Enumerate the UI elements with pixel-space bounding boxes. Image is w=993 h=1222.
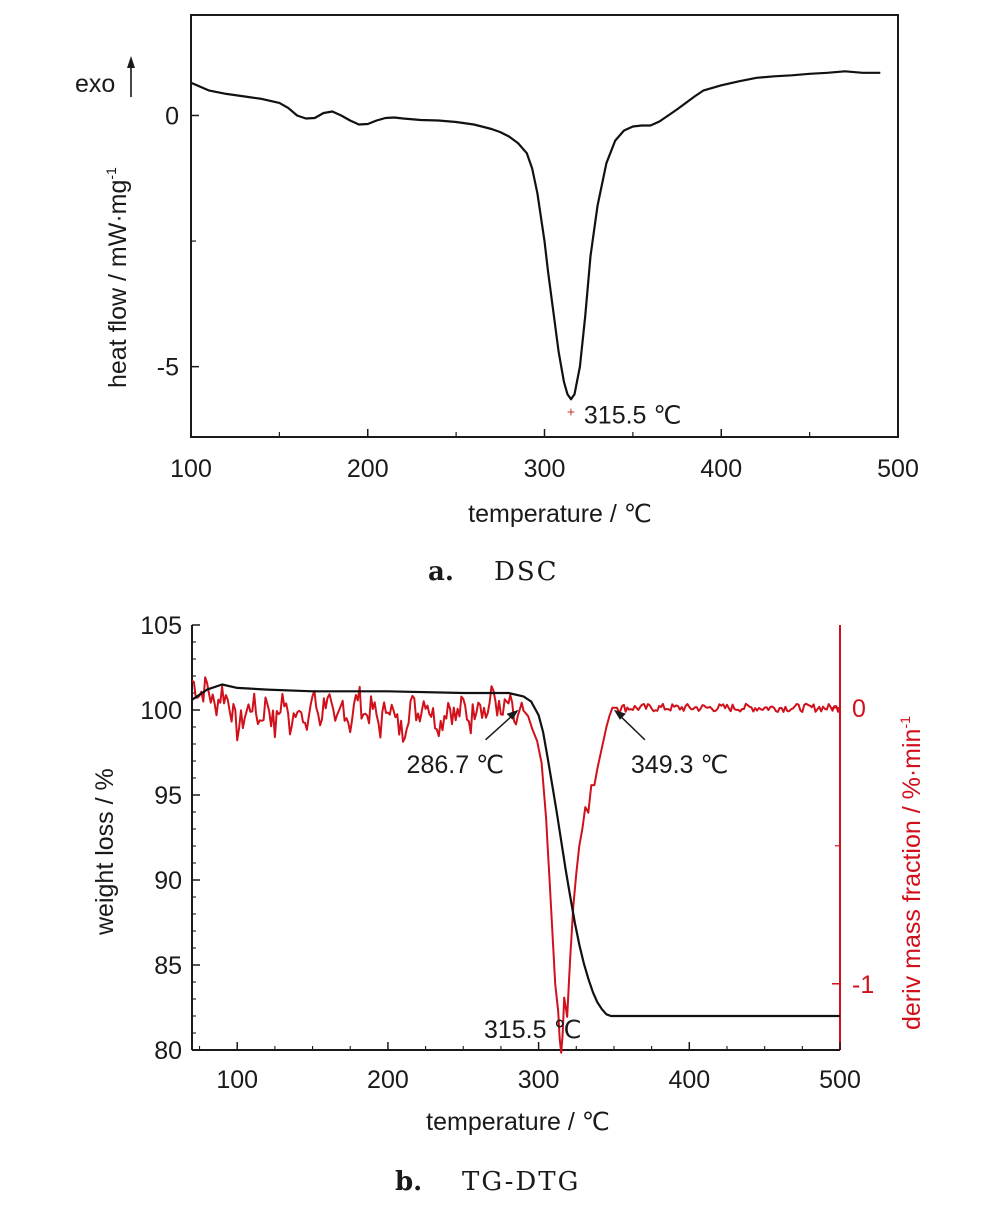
dsc-x-tick-label: 400 xyxy=(700,455,742,483)
tg-y-right-axis-title-sup: -1 xyxy=(897,716,913,729)
tg-y-right-ticks: 0 -1 xyxy=(832,695,874,999)
tg-y-left-tick-label: 105 xyxy=(140,612,182,640)
tg-x-axis-title: temperature / ℃ xyxy=(426,1108,610,1136)
tg-endset-arrowhead xyxy=(613,709,626,720)
dsc-heat-flow-line xyxy=(190,70,881,401)
dtg-curve xyxy=(191,676,841,1054)
dsc-exo-arrow xyxy=(127,56,135,97)
tg-endset-label: 349.3 ℃ xyxy=(631,751,729,779)
tg-y-right-tick-label: 0 xyxy=(852,695,866,723)
tg-caption-text: TG-DTG xyxy=(462,1167,580,1197)
tg-y-left-ticks: 80 85 90 95 100 105 xyxy=(140,612,200,1065)
tg-x-tick-label: 400 xyxy=(668,1066,710,1094)
tg-annotations: 286.7 ℃ 349.3 ℃ 315.5 ℃ xyxy=(407,709,729,1044)
tg-y-left-tick-label: 100 xyxy=(140,697,182,725)
dsc-y-tick-label: 0 xyxy=(165,102,179,130)
dsc-x-tick-label: 300 xyxy=(524,455,566,483)
tg-y-left-axis-title: weight loss / % xyxy=(91,768,119,936)
dsc-x-tick-label: 100 xyxy=(170,455,212,483)
tg-y-right-tick-label: -1 xyxy=(852,971,874,999)
dsc-x-tick-label: 500 xyxy=(877,455,919,483)
dsc-x-tick-label: 200 xyxy=(347,455,389,483)
tg-x-tick-label: 300 xyxy=(518,1066,560,1094)
tg-x-tick-label: 100 xyxy=(216,1066,258,1094)
dsc-peak-marker: + xyxy=(567,403,575,419)
dsc-exo-label: exo xyxy=(75,70,115,98)
tg-y-right-axis-title-main: deriv mass fraction / %·min xyxy=(898,729,926,1030)
tg-curve xyxy=(191,683,840,1018)
tg-y-left-tick-label: 80 xyxy=(154,1037,182,1065)
dsc-annotations: +315.5 ℃ xyxy=(567,401,682,429)
dsc-x-ticks: 100 200 300 400 500 xyxy=(170,429,919,483)
tg-x-ticks: 100 200 300 400 500 xyxy=(198,1042,861,1094)
dsc-caption-letter: a. xyxy=(428,557,454,587)
tg-peak-label: 315.5 ℃ xyxy=(484,1016,582,1044)
dsc-caption-text: DSC xyxy=(494,557,559,587)
tg-y-left-tick-label: 95 xyxy=(154,782,182,810)
tg-dtg-chart: 100 200 300 400 500 80 85 90 95 100 105 0 -1 286.7… xyxy=(91,612,926,1197)
tg-onset-arrowhead xyxy=(506,709,519,720)
tg-y-right-axis-title: deriv mass fraction / %·min-1 xyxy=(897,716,926,1030)
dsc-y-axis-title-sup: -1 xyxy=(103,167,119,180)
tg-y-left-tick-label: 90 xyxy=(154,867,182,895)
dsc-chart: 100 200 300 400 500 0 -5 +315.5 ℃ heat flow /… xyxy=(75,14,919,587)
tg-x-tick-label: 200 xyxy=(367,1066,409,1094)
tg-caption-letter: b. xyxy=(395,1167,422,1197)
dsc-x-axis-title: temperature / ℃ xyxy=(468,500,652,528)
dsc-y-ticks: 0 -5 xyxy=(157,102,199,382)
dsc-peak-label: 315.5 ℃ xyxy=(584,401,682,429)
dsc-y-tick-label: -5 xyxy=(157,354,179,382)
tg-x-tick-label: 500 xyxy=(819,1066,861,1094)
dsc-y-axis-title: heat flow / mW·mg-1 xyxy=(103,167,132,388)
dsc-y-axis-title-main: heat flow / mW·mg xyxy=(104,180,132,388)
dsc-plot-frame xyxy=(190,14,899,438)
tg-y-left-tick-label: 85 xyxy=(154,952,182,980)
tg-onset-label: 286.7 ℃ xyxy=(407,751,505,779)
